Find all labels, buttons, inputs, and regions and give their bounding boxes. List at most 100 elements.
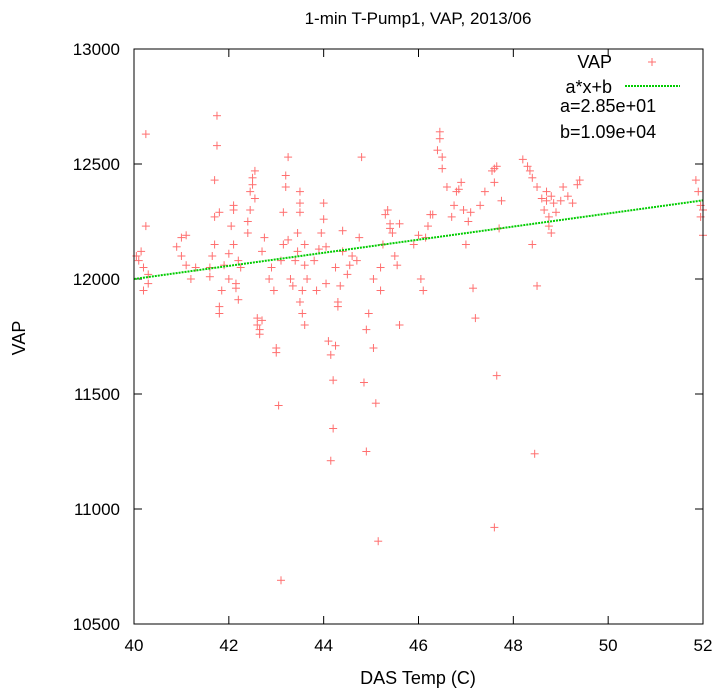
x-tick-label: 40 [125, 636, 144, 655]
axis-ticks: 40 42 44 46 48 50 52 10500 11000 11500 12000 12500 1… [73, 40, 713, 655]
data-point [409, 240, 418, 249]
data-point [217, 286, 226, 295]
data-point [329, 424, 338, 433]
data-point [279, 208, 288, 217]
data-point [492, 162, 501, 171]
data-point [395, 219, 404, 228]
data-point [141, 222, 150, 231]
data-point [568, 199, 577, 208]
data-point [461, 240, 470, 249]
data-point [376, 263, 385, 272]
data-point [248, 180, 257, 189]
chart-title: 1-min T-Pump1, VAP, 2013/06 [305, 9, 532, 28]
data-point [338, 226, 347, 235]
data-point [355, 233, 364, 242]
data-point [343, 270, 352, 279]
data-point [540, 206, 549, 214]
data-point [435, 134, 444, 143]
data-point [300, 321, 309, 329]
data-point [364, 309, 373, 318]
data-point [549, 199, 558, 208]
data-point [447, 212, 456, 221]
data-point [329, 376, 338, 385]
data-point [182, 231, 191, 240]
data-point [442, 183, 451, 191]
data-point [281, 183, 290, 191]
data-point [295, 208, 304, 217]
data-point [224, 275, 233, 283]
data-point [556, 196, 565, 205]
x-tick-label: 42 [219, 636, 238, 655]
data-point [438, 153, 447, 162]
data-point [528, 173, 537, 182]
data-point [272, 348, 281, 357]
data-point [284, 153, 293, 162]
data-point [378, 240, 387, 249]
data-point [295, 298, 304, 306]
data-point [547, 192, 556, 201]
data-point [322, 279, 331, 288]
data-point [243, 229, 252, 237]
data-point [234, 295, 243, 304]
data-point [144, 279, 153, 288]
data-point [231, 284, 240, 293]
data-point [542, 187, 551, 196]
data-point [229, 240, 238, 249]
data-point [476, 201, 485, 210]
y-tick-label: 11000 [74, 500, 120, 519]
data-point [134, 256, 143, 265]
data-point [227, 222, 236, 231]
data-point [544, 212, 553, 221]
data-point [433, 146, 442, 155]
y-tick-label: 12500 [73, 155, 120, 174]
data-point [312, 286, 321, 295]
data-point [563, 192, 572, 201]
data-point [300, 240, 309, 249]
data-point [393, 261, 402, 270]
data-point [542, 196, 551, 205]
data-point [369, 344, 378, 352]
data-point [552, 208, 561, 217]
data-point [544, 222, 553, 231]
data-point [248, 173, 257, 182]
data-point [246, 187, 255, 196]
fit-line [133, 199, 704, 280]
data-point [182, 261, 191, 270]
data-point [523, 162, 532, 171]
data-point [381, 210, 390, 219]
x-tick-label: 50 [599, 636, 618, 655]
data-point [454, 185, 463, 194]
data-point [295, 187, 304, 196]
data-point [533, 183, 542, 191]
data-point [215, 208, 224, 217]
legend: VAP a*x+b a=2.85e+01 b=1.09e+04 [560, 52, 680, 142]
data-point [255, 330, 264, 339]
data-point [352, 256, 361, 265]
data-point [317, 229, 326, 237]
data-point [141, 130, 150, 139]
legend-vap-label: VAP [577, 52, 612, 72]
data-point [210, 176, 219, 185]
data-point [137, 247, 146, 256]
x-tick-label: 46 [409, 636, 428, 655]
data-point [319, 215, 328, 224]
data-point [369, 275, 378, 283]
data-point [258, 316, 267, 325]
data-point [528, 240, 537, 249]
y-tick-label: 10500 [73, 615, 120, 634]
data-point [177, 233, 186, 242]
y-tick-label: 13000 [73, 40, 120, 59]
legend-vap-marker [648, 58, 656, 66]
data-point [464, 217, 473, 226]
data-point [215, 309, 224, 318]
data-point [359, 378, 368, 387]
data-point [331, 341, 340, 350]
data-point [457, 178, 466, 187]
x-axis-label: DAS Temp (C) [360, 668, 476, 688]
data-point [518, 155, 527, 164]
data-point [386, 224, 395, 233]
data-point [205, 272, 214, 281]
data-point [253, 321, 262, 329]
data-point [267, 263, 276, 272]
y-tick-label: 11500 [74, 385, 120, 404]
